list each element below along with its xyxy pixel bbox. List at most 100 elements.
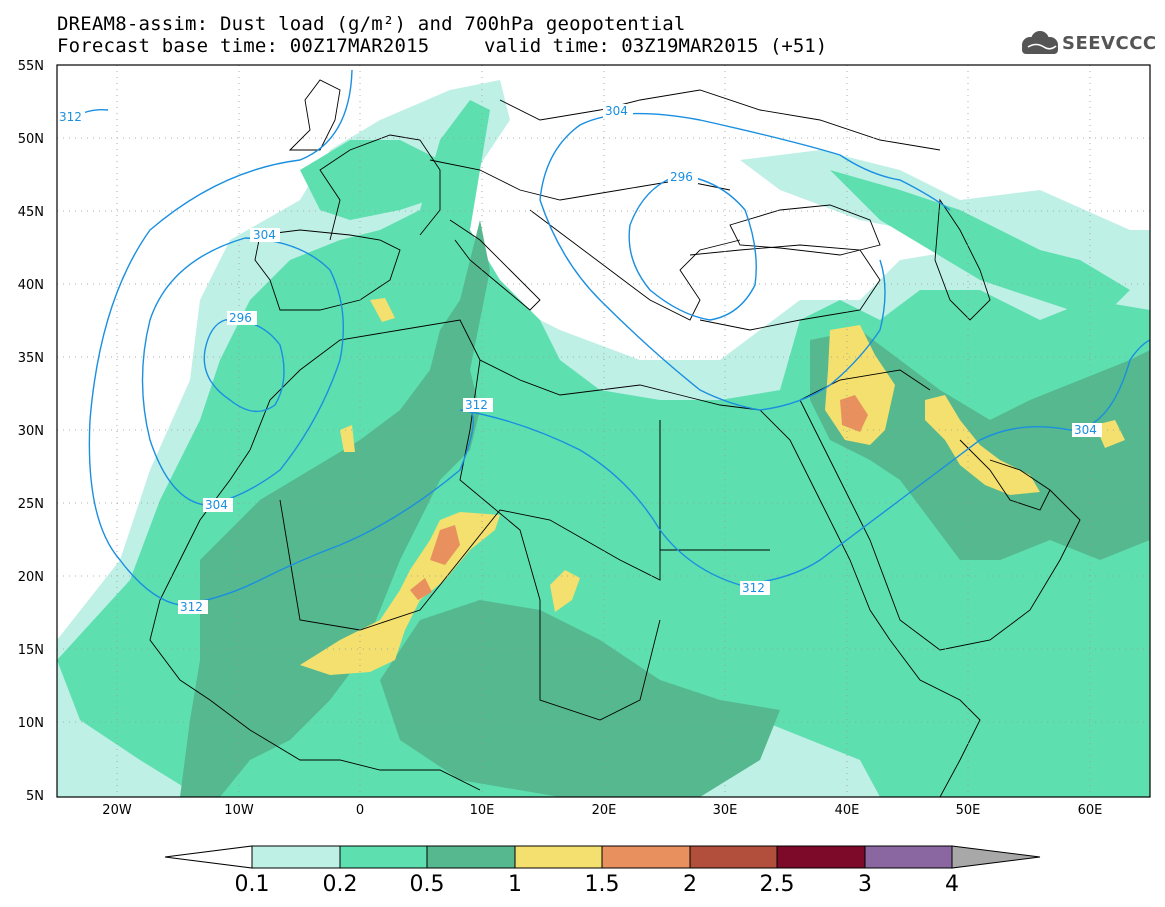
coastlines: [149, 79, 1081, 797]
colorbar-high-arrow: [951, 845, 1041, 869]
dust-level-1-iran: [1095, 420, 1125, 448]
contour-304-mid: [539, 199, 886, 411]
coast-north-africa: [249, 319, 761, 451]
contour-labels: 312 304 296 296 304 304 312 312 312 304: [57, 104, 1102, 614]
lat-label: 30N: [18, 424, 44, 439]
colorbar-segment: [339, 845, 428, 869]
lat-label: 35N: [18, 351, 44, 366]
colorbar-labels: 0.1 0.2 0.5 1 1.5 2 2.5 3 4: [0, 872, 1165, 902]
coast-italy: [449, 219, 541, 311]
dust-fields: [57, 80, 1150, 797]
longitude-labels: 20W 10W 0 10E 20E 30E 40E 50E 60E: [102, 803, 1102, 818]
colorbar-segment: [864, 845, 953, 869]
dust-level-1-atlas: [370, 298, 395, 322]
lat-label: 10N: [18, 716, 44, 731]
cloud-icon: [1022, 31, 1058, 54]
border-north: [499, 89, 941, 151]
contour-296-west: [203, 319, 285, 413]
lat-label: 5N: [26, 789, 44, 804]
colorbar-label: 0.5: [409, 872, 445, 897]
coast-balkans: [529, 209, 741, 321]
contour-label: 304: [1074, 423, 1097, 437]
coast-blacksea: [729, 204, 881, 256]
coast-uk: [288, 79, 341, 151]
coast-caspian: [934, 198, 991, 321]
contour-label: 312: [180, 600, 203, 614]
colorbar-label: 0.1: [234, 872, 270, 897]
contour-296-east: [628, 174, 757, 321]
dust-level-1.5: [430, 525, 460, 565]
colorbar-label: 1: [508, 872, 522, 897]
contour-304-east: [539, 112, 951, 211]
coast-turkey: [689, 244, 881, 331]
border-arabia: [799, 369, 931, 401]
lat-label: 40N: [18, 278, 44, 293]
contour-outer: [88, 69, 475, 606]
dust-level-1-gulf: [925, 395, 1040, 495]
contour-label: 312: [742, 581, 765, 595]
lon-label: 20E: [592, 803, 617, 818]
contour-label: 304: [253, 228, 276, 242]
lon-label: 50E: [956, 803, 981, 818]
lon-label: 10E: [470, 803, 495, 818]
dust-level-1.5-iraq: [840, 395, 868, 432]
colorbar-segment: [514, 845, 603, 869]
lat-label: 55N: [18, 59, 44, 74]
contour-label: 312: [465, 398, 488, 412]
contour-label: 312: [59, 110, 82, 124]
lon-label: 40E: [835, 803, 860, 818]
colorbar: [164, 845, 1041, 869]
lat-label: 45N: [18, 205, 44, 220]
contour-label: 304: [605, 104, 628, 118]
coast-redsea: [759, 409, 891, 641]
coast-west-africa: [149, 449, 481, 791]
graticule: [57, 65, 1150, 797]
dust-level-0.5-sahel: [380, 600, 780, 797]
colorbar-low-arrow: [164, 845, 253, 869]
lat-label: 20N: [18, 570, 44, 585]
dust-level-0.2-caucasus: [830, 170, 1130, 320]
contour-304-west: [141, 237, 344, 506]
dust-level-0.5: [180, 220, 490, 797]
map-border: [56, 64, 1151, 798]
lon-label: 10W: [224, 803, 254, 818]
contour-label: 296: [670, 170, 693, 184]
contour-label: 296: [229, 311, 252, 325]
contour-312-mid: [459, 339, 1150, 586]
colorbar-segment: [776, 845, 866, 869]
dust-level-1-algeria: [340, 425, 355, 452]
dust-level-1.5-mali: [410, 578, 432, 600]
coast-gulf: [959, 439, 1051, 511]
border-africa-1: [279, 420, 661, 631]
lon-label: 20W: [102, 803, 132, 818]
colorbar-segment: [251, 845, 341, 869]
lat-label: 50N: [18, 132, 44, 147]
logo-text: SEEVCCC: [1062, 33, 1157, 54]
colorbar-label: 2: [683, 872, 697, 897]
border-africa-2: [459, 359, 661, 721]
lon-label: 60E: [1078, 803, 1103, 818]
geopotential-contours: [71, 69, 1150, 606]
coast-iberia: [254, 229, 401, 311]
lat-label: 15N: [18, 643, 44, 658]
colorbar-label: 1.5: [584, 872, 620, 897]
border-egypt: [659, 420, 770, 551]
coast-france: [319, 134, 441, 241]
colorbar-segment: [689, 845, 778, 869]
lon-label: 30E: [713, 803, 738, 818]
map-title: DREAM8-assim: Dust load (g/m²) and 700hP…: [57, 13, 686, 35]
valid-time: valid time: 03Z19MAR2015 (+51): [484, 35, 828, 57]
colorbar-segment: [601, 845, 691, 869]
seevccc-logo: [1022, 31, 1058, 54]
lat-label: 25N: [18, 497, 44, 512]
latitude-labels: 55N 50N 45N 40N 35N 30N 25N 20N 15N 10N …: [18, 59, 44, 804]
colorbar-label: 3: [858, 872, 872, 897]
contour-label: 304: [205, 498, 228, 512]
coast-horn: [889, 639, 981, 797]
colorbar-label: 0.2: [322, 872, 358, 897]
base-time: Forecast base time: 00Z17MAR2015: [57, 35, 430, 57]
colorbar-segment: [426, 845, 516, 869]
colorbar-label: 4: [945, 872, 959, 897]
dust-level-1-chad: [550, 570, 580, 612]
